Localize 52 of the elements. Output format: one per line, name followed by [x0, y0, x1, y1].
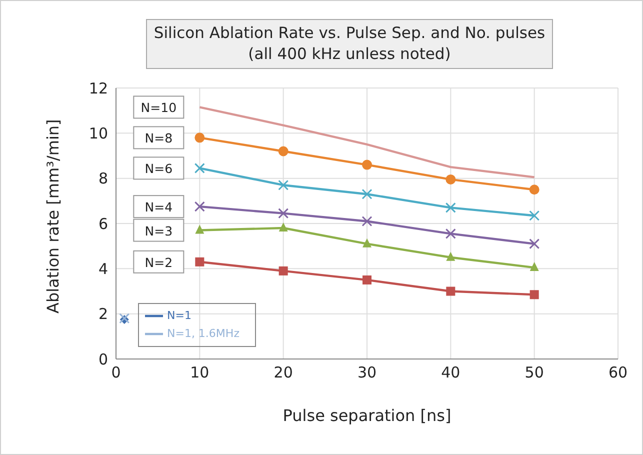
- series-label: N=2: [144, 254, 173, 270]
- y-tick-label: 0: [98, 350, 108, 368]
- point: [194, 201, 205, 212]
- point: [195, 224, 204, 234]
- point: [445, 202, 456, 213]
- point: [529, 184, 540, 195]
- point: [194, 162, 205, 174]
- y-tick-label: 6: [98, 214, 108, 233]
- line-series: [198, 106, 536, 178]
- chart-subtitle: (all 400 kHz unless noted): [247, 44, 452, 65]
- series-label: N=3: [144, 223, 173, 238]
- point: [278, 208, 289, 219]
- y-axis-title: Ablation rate [mm³/min]: [44, 119, 63, 314]
- y-tick-label: 4: [98, 260, 108, 278]
- x-tick-label: 0: [111, 364, 121, 382]
- text: N=1: [167, 309, 192, 322]
- point: [530, 262, 539, 272]
- point: [278, 146, 288, 156]
- series-label: N=8: [144, 130, 173, 146]
- series-label: N=4: [144, 200, 173, 215]
- point: [362, 216, 372, 226]
- point: [446, 252, 456, 261]
- x-tick-label: 20: [274, 364, 293, 382]
- y-tick-label: 8: [98, 170, 108, 188]
- x-tick-label: 40: [441, 364, 460, 382]
- text: N=1, 1.6MHz: [167, 327, 240, 340]
- y-tick-label: 10: [88, 124, 108, 142]
- x-tick-label: 50: [524, 364, 544, 382]
- x-axis-title: Pulse separation [ns]: [282, 406, 452, 425]
- x-tick-label: 10: [190, 364, 210, 382]
- point: [194, 132, 205, 143]
- series-label: N=10: [140, 100, 177, 116]
- point: [362, 275, 372, 284]
- point: [278, 180, 289, 190]
- point: [445, 228, 456, 239]
- point: [278, 222, 288, 232]
- point: [362, 160, 372, 170]
- point: [446, 286, 456, 296]
- point: [362, 188, 372, 200]
- y-tick-label: 2: [98, 305, 108, 324]
- point: [278, 266, 288, 276]
- point: [362, 238, 372, 248]
- x-tick-label: 60: [608, 364, 628, 382]
- chart-title: Silicon Ablation Rate vs. Pulse Sep. and No. pulses: [152, 23, 546, 44]
- y-tick-label: 12: [88, 79, 108, 98]
- point: [530, 290, 539, 300]
- point: [446, 174, 456, 184]
- series-label: N=6: [144, 161, 173, 176]
- x-tick-label: 30: [357, 364, 377, 382]
- point: [529, 238, 540, 250]
- point: [195, 257, 204, 266]
- point: [529, 210, 540, 221]
